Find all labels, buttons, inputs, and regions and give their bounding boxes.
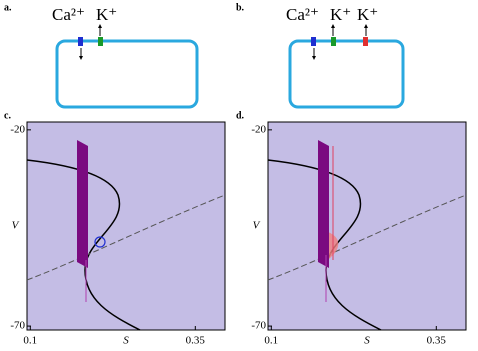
panel-label: a. (4, 2, 12, 13)
y-tick-label: -70 (251, 320, 266, 332)
y-axis-label: V (12, 220, 20, 232)
x-tick-label: 0.1 (23, 335, 37, 347)
panel-label: c. (4, 110, 11, 121)
channels (78, 24, 103, 60)
x-tick-label: 0.1 (264, 335, 278, 347)
ion-label: K⁺ (357, 5, 378, 24)
plot-c (26, 121, 226, 331)
ion-label: Ca²⁺ (52, 5, 85, 24)
y-tick-label: -20 (251, 123, 266, 135)
y-axis-label: V (253, 220, 261, 232)
x-axis-label: S (123, 335, 129, 347)
x-tick-label: 0.35 (186, 335, 206, 347)
panel-label: d. (236, 110, 245, 121)
x-tick-label: 0.35 (427, 335, 447, 347)
ion-label: K⁺ (330, 5, 351, 24)
plot-d (267, 121, 467, 331)
x-axis-label: S (364, 335, 370, 347)
cell (288, 39, 405, 109)
panel-label: b. (236, 2, 245, 13)
channels (311, 24, 368, 60)
y-tick-label: -70 (10, 320, 25, 332)
ion-label: K⁺ (96, 5, 117, 24)
cell (55, 39, 199, 109)
ion-label: Ca²⁺ (286, 5, 319, 24)
y-tick-label: -20 (10, 123, 25, 135)
